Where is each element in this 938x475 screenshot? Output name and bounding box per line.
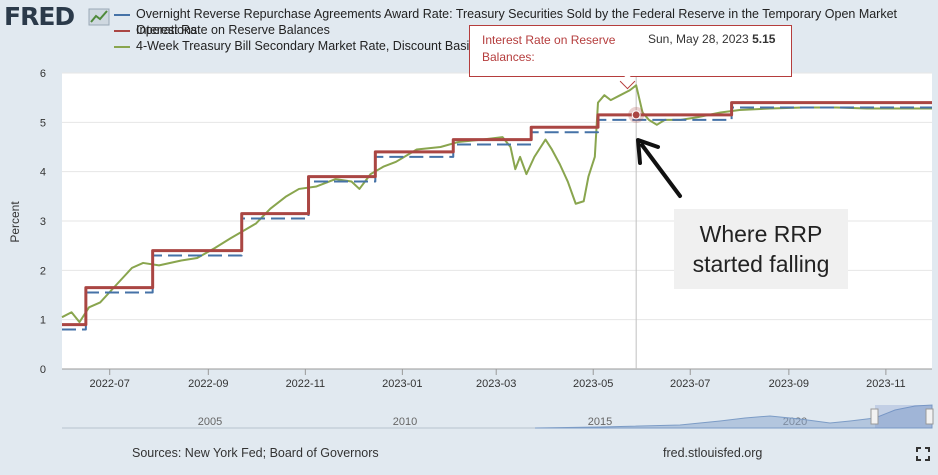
y-tick-label: 4 [40, 167, 46, 179]
x-tick-label: 2022-11 [286, 378, 326, 390]
series-tbill-line[interactable] [61, 84, 932, 324]
tooltip-series-label: Interest Rate on Reserve Balances: [482, 33, 616, 64]
y-tick-label: 2 [40, 265, 46, 277]
x-tick-label: 2023-03 [476, 378, 516, 390]
navigator-year-label: 2005 [198, 416, 222, 428]
y-tick-label: 0 [40, 364, 46, 376]
fullscreen-icon[interactable] [916, 447, 930, 466]
fred-chart-icon [88, 8, 110, 26]
legend-swatch-rrp [114, 14, 130, 16]
y-axis-label: Percent [8, 201, 22, 243]
x-tick-label: 2022-07 [90, 378, 130, 390]
fred-logo-text: FRED [4, 2, 74, 30]
x-tick-label: 2023-05 [573, 378, 613, 390]
legend-swatch-tbill [114, 46, 130, 48]
chart-legend: Overnight Reverse Repurchase Agreements … [114, 6, 897, 54]
x-tick-label: 2023-01 [382, 378, 422, 390]
annotation-line-2: started falling [692, 251, 830, 277]
tooltip-date-value: Sun, May 28, 2023 5.15 [648, 32, 775, 46]
navigator-year-label: 2010 [393, 416, 417, 428]
range-handle-icon[interactable] [925, 408, 934, 425]
x-tick-label: 2023-11 [866, 378, 906, 390]
fred-logo[interactable]: FRED [4, 2, 112, 35]
x-tick-label: 2023-07 [670, 378, 710, 390]
chart-tooltip: Interest Rate on Reserve Balances: Sun, … [469, 25, 792, 90]
legend-swatch-iorb [114, 30, 130, 32]
x-tick-label: 2023-09 [769, 378, 809, 390]
tooltip-date: Sun, May 28, 2023 [648, 32, 749, 46]
legend-label-rrp: Overnight Reverse Repurchase Agreements … [136, 7, 898, 21]
tooltip-value: 5.15 [752, 32, 776, 46]
annotation-arrow [636, 138, 682, 198]
legend-item-rrp[interactable]: Overnight Reverse Repurchase Agreements … [114, 6, 897, 22]
legend-item-rrp-continued: Operations [114, 22, 897, 38]
y-tick-label: 1 [40, 315, 46, 327]
navigator-year-label: 2015 [588, 416, 612, 428]
legend-item-iorb[interactable]: Interest Rate on Reserve Balances [114, 22, 897, 38]
range-handle-icon[interactable] [870, 408, 879, 425]
annotation-line-1: Where RRP [699, 221, 823, 247]
navigator-selected-range[interactable] [875, 405, 932, 428]
y-tick-label: 6 [40, 68, 46, 80]
legend-item-tbill[interactable]: 4-Week Treasury Bill Secondary Market Ra… [114, 38, 897, 54]
x-tick-label: 2022-09 [188, 378, 228, 390]
line-chart[interactable]: 0 1 2 3 4 5 6 2022-07 2022-09 2022-11 2023-01 2023… [0, 0, 938, 440]
y-tick-label: 5 [40, 117, 46, 129]
legend-label-tbill: 4-Week Treasury Bill Secondary Market Ra… [136, 39, 476, 53]
hover-marker [631, 110, 641, 120]
legend-label-rrp-continued: Operations [136, 23, 198, 37]
legend-label-iorb: Interest Rate on Reserve Balances [136, 23, 330, 37]
y-tick-label: 3 [40, 216, 46, 228]
site-link[interactable]: fred.stlouisfed.org [663, 446, 763, 460]
navigator-series-area [534, 404, 933, 429]
annotation-box: Where RRP started falling [674, 209, 848, 289]
series-iorb-line[interactable] [62, 101, 932, 327]
sources-text: Sources: New York Fed; Board of Governor… [132, 446, 379, 460]
